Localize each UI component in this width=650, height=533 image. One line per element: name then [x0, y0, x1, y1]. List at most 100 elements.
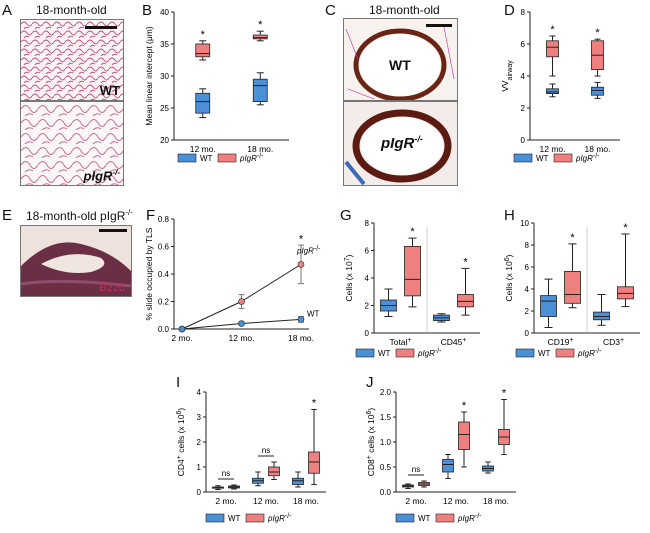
y-tick-label: 1.5 — [380, 413, 392, 422]
y-tick-label: 0.0 — [380, 488, 392, 497]
x-tick-label: 2 mo. — [405, 496, 426, 506]
y-tick-label: 2 — [365, 302, 370, 311]
airway-micrograph-ko: pIgR-/- — [343, 101, 458, 186]
data-point — [297, 261, 305, 268]
y-axis-label: Cells (x 106) — [504, 254, 515, 301]
y-tick-label: 0 — [521, 136, 526, 145]
panel-j-label: J — [366, 374, 374, 391]
panel-d: D 0 2 4 6 8 VVairway 12 mo. * 18 mo. * WT pIgR-/- — [498, 0, 650, 170]
y-tick-label: 35 — [160, 40, 169, 49]
scale-bar — [99, 229, 127, 232]
data-point — [178, 325, 186, 333]
x-tick-label: 12 mo. — [229, 333, 255, 343]
y-tick-label: 25 — [160, 104, 169, 113]
y-axis-label: CD8+ cells (x 106) — [366, 408, 377, 477]
box — [252, 78, 268, 102]
significance-star: * — [201, 29, 206, 41]
panel-h: H 0 2 4 6 8 10 Cells (x 106) CD19+ * CD3+ * WT pIgR-… — [498, 205, 650, 365]
legend-label-wt: WT — [228, 514, 241, 523]
y-tick-label: 0 — [525, 329, 530, 338]
data-point — [238, 298, 245, 305]
chart-i: 0 1 2 3 4 CD4+ cells (x 106) 2 mo. ns 12 mo. ns 18… — [176, 388, 326, 523]
chart-h: 0 2 4 6 8 10 Cells (x 106) CD19+ * CD3+ * WT pIgR-/- — [504, 219, 640, 359]
chart-d: 0 2 4 6 8 VVairway 12 mo. * 18 mo. * WT pIgR-/- — [500, 8, 620, 164]
micrograph-label-wt: WT — [99, 83, 120, 98]
legend-label-ko: pIgR-/- — [417, 348, 442, 359]
y-tick-label: 6 — [521, 40, 526, 49]
box — [617, 286, 634, 300]
legend-swatch-ko — [553, 153, 573, 163]
panel-j: J 0.0 0.5 1.0 1.5 2.0 CD8+ cells (x 106) 2 mo.… — [360, 370, 535, 528]
panel-f-label: F — [146, 207, 156, 224]
ns-label: ns — [412, 465, 420, 474]
legend-swatch-wt — [205, 513, 225, 523]
significance-star: * — [410, 226, 415, 238]
x-tick-label: 18 mo. — [288, 333, 314, 343]
y-tick-label: 2.0 — [380, 388, 392, 397]
y-axis-label: CD4+ cells (x 106) — [176, 408, 187, 477]
legend-label-ko: pIgR-/- — [239, 153, 264, 164]
significance-star: * — [570, 232, 575, 244]
legend-swatch-ko — [555, 348, 575, 358]
y-tick-label: 4 — [525, 285, 530, 294]
y-tick-label: 0.6 — [158, 243, 170, 252]
panel-g: G 0 2 4 6 8 Cells (x 107) Total+ * CD45+ * WT pIgR-… — [338, 205, 490, 365]
legend-label-ko: pIgR-/- — [575, 153, 600, 164]
panel-e-label: E — [2, 207, 13, 224]
legend-label-wt: WT — [200, 154, 213, 163]
micrograph-label-ko: pIgR-/- — [381, 134, 423, 152]
panel-i-label: I — [176, 374, 181, 391]
box — [195, 92, 211, 114]
chart-b: 20 25 30 35 40 Mean linear intercept (μm) 12 m… — [144, 8, 289, 164]
significance-star: * — [463, 256, 468, 268]
box — [457, 294, 474, 308]
y-tick-label: 0.0 — [158, 325, 170, 334]
panel-c-title: 18-month-old — [369, 3, 440, 17]
stain-label: B220 — [99, 282, 125, 294]
y-tick-label: 0.2 — [158, 298, 170, 307]
box — [268, 466, 280, 477]
panel-e-title: 18-month-old pIgR-/- — [26, 208, 133, 223]
box — [593, 311, 610, 321]
legend-swatch-wt — [513, 153, 533, 163]
y-tick-label: 20 — [160, 136, 169, 145]
panel-a-title: 18-month-old — [36, 3, 107, 17]
y-tick-label: 3 — [197, 413, 202, 422]
legend-swatch-ko — [217, 153, 237, 163]
x-tick-label: CD45+ — [441, 337, 467, 348]
legend-swatch-ko — [435, 513, 455, 523]
x-tick-label: 12 mo. — [190, 144, 216, 154]
airway-wt-image — [345, 24, 455, 100]
lung-tissue-ko-image — [21, 102, 123, 185]
x-tick-label: 12 mo. — [253, 496, 279, 506]
legend-swatch-ko — [245, 513, 265, 523]
airway-micrograph-wt: WT — [343, 18, 458, 101]
legend-label-wt: WT — [538, 349, 551, 358]
panel-g-label: G — [340, 207, 352, 224]
box — [292, 477, 304, 485]
panel-c-label: C — [325, 2, 336, 19]
x-tick-label: Total+ — [389, 337, 411, 348]
panel-c: C 18-month-old WT pIgR-/- — [323, 0, 473, 186]
x-tick-label: CD19+ — [548, 337, 574, 348]
y-tick-label: 0 — [197, 488, 202, 497]
micrograph-label-ko: pIgR-/- — [83, 167, 120, 183]
box — [591, 86, 604, 96]
lung-tissue-wt-image — [21, 20, 123, 100]
legend-swatch-wt — [177, 153, 197, 163]
legend-label-ko: pIgR-/- — [577, 348, 602, 359]
y-axis-label: VVairway — [500, 60, 514, 92]
lung-micrograph-ko: pIgR-/- — [20, 101, 124, 186]
micrograph-label-wt: WT — [389, 57, 411, 73]
airway-ko-image — [344, 109, 452, 185]
box — [540, 295, 557, 317]
ns-label: ns — [262, 446, 270, 455]
y-tick-label: 0 — [365, 329, 370, 338]
y-tick-label: 8 — [525, 241, 530, 250]
significance-star: * — [299, 233, 304, 245]
y-axis-label: Mean linear intercept (μm) — [144, 26, 154, 126]
box — [546, 88, 559, 95]
y-tick-label: 1 — [197, 463, 202, 472]
y-tick-label: 2 — [525, 307, 530, 316]
x-tick-label: 12 mo. — [443, 496, 469, 506]
